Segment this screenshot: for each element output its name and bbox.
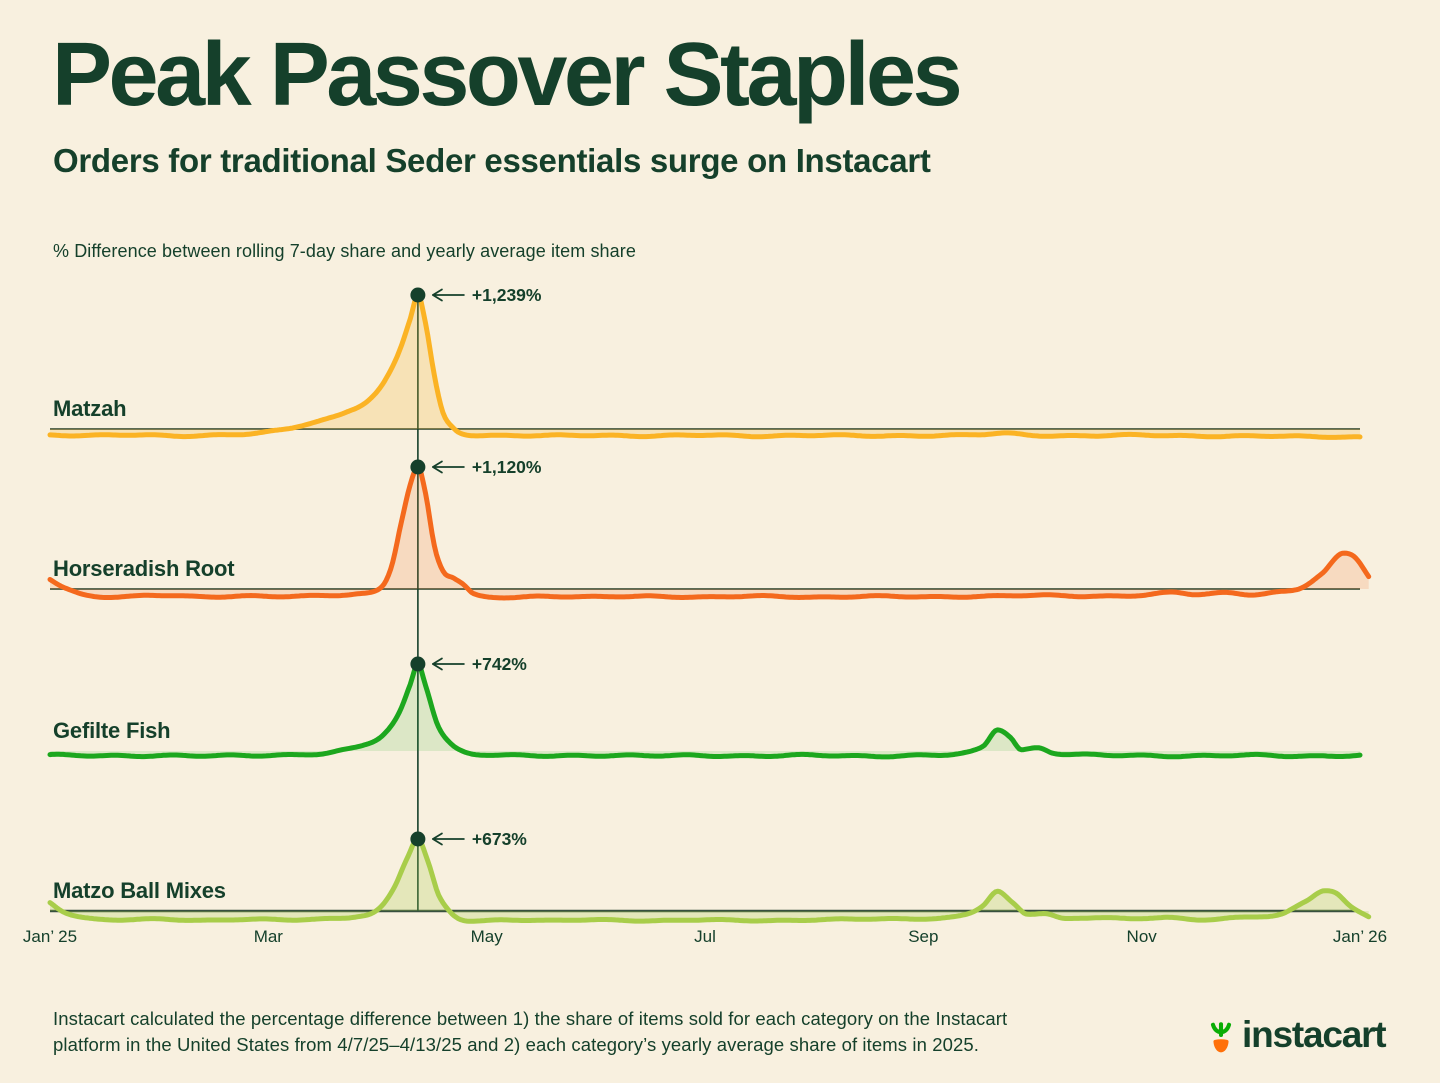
annotation-arrow-gefilte-fish	[431, 657, 465, 671]
peak-annotation-gefilte-fish: +742%	[472, 654, 527, 674]
carrot-icon	[1210, 1022, 1232, 1053]
peak-annotation-matzo-ball-mixes: +673%	[472, 829, 527, 849]
annotation-arrow-matzah	[431, 288, 465, 302]
annotation-arrow-matzo-ball-mixes	[431, 832, 465, 846]
methodology-note: Instacart calculated the percentage diff…	[53, 1008, 1008, 1056]
line-gefilte-fish	[47, 662, 1363, 760]
annotation-arrow-horseradish-root	[431, 460, 465, 474]
area-gefilte-fish	[50, 664, 1360, 757]
line-matzo-ball-mixes	[47, 836, 1372, 924]
instacart-wordmark: instacart	[1242, 1014, 1387, 1055]
peak-annotation-matzah: +1,239%	[472, 285, 542, 305]
carrot-leaves	[1210, 1022, 1232, 1038]
axis-tick-nov: Nov	[1127, 927, 1158, 946]
page-subtitle: Orders for traditional Seder essentials …	[53, 142, 931, 179]
peak-annotation-horseradish-root: +1,120%	[472, 457, 542, 477]
area-horseradish-root	[50, 467, 1369, 598]
y-axis-description: % Difference between rolling 7-day share…	[53, 241, 636, 261]
axis-tick-sep: Sep	[908, 927, 938, 946]
axis-tick-jan-26: Jan’ 26	[1333, 927, 1387, 946]
peak-dot-matzo-ball-mixes	[410, 831, 426, 847]
area-matzah	[50, 295, 1360, 438]
area-matzo-ball-mixes	[50, 839, 1369, 922]
series-label-matzah: Matzah	[53, 396, 126, 421]
axis-tick-mar: Mar	[254, 927, 284, 946]
series-label-horseradish-root: Horseradish Root	[53, 556, 235, 581]
axis-tick-may: May	[471, 927, 504, 946]
peak-dot-horseradish-root	[410, 459, 426, 475]
series-label-matzo-ball-mixes: Matzo Ball Mixes	[53, 878, 226, 903]
page-title: Peak Passover Staples	[52, 25, 963, 125]
axis-tick-jan-25: Jan’ 25	[23, 927, 77, 946]
instacart-logo: instacart	[1205, 1014, 1387, 1056]
line-horseradish-root	[47, 465, 1372, 601]
series-label-gefilte-fish: Gefilte Fish	[53, 718, 170, 743]
axis-tick-jul: Jul	[694, 927, 716, 946]
peak-dot-matzah	[410, 287, 426, 303]
carrot-body	[1213, 1039, 1229, 1053]
peak-dot-gefilte-fish	[410, 656, 426, 672]
line-matzah	[47, 293, 1363, 440]
